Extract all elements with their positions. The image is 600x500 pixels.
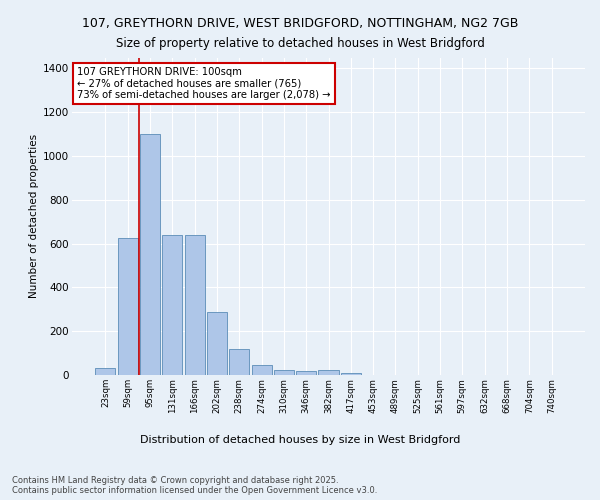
Bar <box>207 312 227 375</box>
Text: Size of property relative to detached houses in West Bridgford: Size of property relative to detached ho… <box>116 38 484 51</box>
Bar <box>296 370 316 375</box>
Bar <box>162 235 182 375</box>
Text: 107, GREYTHORN DRIVE, WEST BRIDGFORD, NOTTINGHAM, NG2 7GB: 107, GREYTHORN DRIVE, WEST BRIDGFORD, NO… <box>82 18 518 30</box>
Text: 107 GREYTHORN DRIVE: 100sqm
← 27% of detached houses are smaller (765)
73% of se: 107 GREYTHORN DRIVE: 100sqm ← 27% of det… <box>77 67 331 100</box>
Bar <box>185 235 205 375</box>
Bar <box>95 368 115 375</box>
Text: Contains HM Land Registry data © Crown copyright and database right 2025.
Contai: Contains HM Land Registry data © Crown c… <box>12 476 377 495</box>
Bar <box>341 373 361 375</box>
Bar <box>229 348 249 375</box>
Bar <box>319 370 338 375</box>
Y-axis label: Number of detached properties: Number of detached properties <box>29 134 39 298</box>
Bar <box>251 364 272 375</box>
Bar <box>140 134 160 375</box>
Bar <box>274 370 294 375</box>
Text: Distribution of detached houses by size in West Bridgford: Distribution of detached houses by size … <box>140 435 460 445</box>
Bar <box>118 238 138 375</box>
